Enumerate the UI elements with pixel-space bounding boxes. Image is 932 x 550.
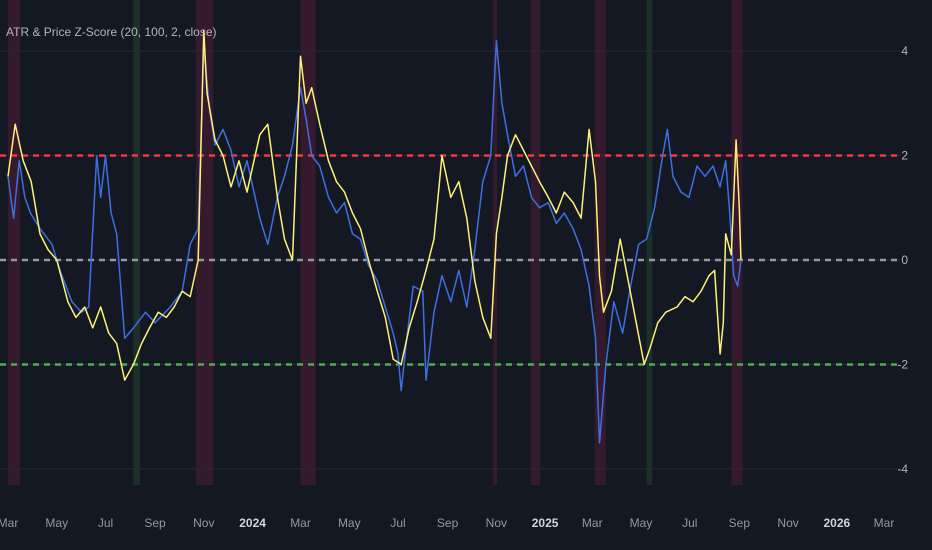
x-tick-label-7: May [338,516,361,530]
x-tick-label-8: Jul [390,516,405,530]
threshold-lines [0,154,900,366]
highlight-band-8 [731,0,743,485]
y-tick-label-1: 2 [901,149,908,163]
highlight-band-6 [594,0,606,485]
highlight-band-4 [493,0,498,485]
x-tick-label-6: Mar [290,516,311,530]
x-tick-label-17: 2026 [823,516,850,530]
highlight-band-0 [8,0,20,485]
x-tick-label-1: May [45,516,68,530]
y-axis: 4 2 0 -2 -4 [897,44,908,476]
y-tick-label-3: -2 [897,357,908,371]
x-axis: Mar May Jul Sep Nov 2024 Mar May Jul Sep Nov 2025 Ma… [0,516,894,530]
x-tick-label-12: Mar [582,516,603,530]
x-tick-label-2: Jul [98,516,113,530]
x-tick-label-5: 2024 [239,516,266,530]
x-tick-label-9: Sep [437,516,459,530]
x-tick-label-4: Nov [193,516,214,530]
series-line-0 [7,39,742,444]
y-tick-label-2: 0 [901,253,908,267]
highlight-band-7 [646,0,653,485]
x-tick-label-13: May [630,516,653,530]
series-lines [7,29,742,444]
x-tick-label-3: Sep [144,516,166,530]
highlight-band-5 [530,0,541,485]
x-tick-label-0: Mar [0,516,18,530]
x-tick-label-15: Sep [729,516,751,530]
highlight-bands [8,0,743,485]
series-line-1 [7,29,742,381]
x-tick-label-16: Nov [777,516,798,530]
y-tick-label-0: 4 [901,44,908,58]
y-tick-label-4: -4 [897,462,908,476]
indicator-title[interactable]: ATR & Price Z-Score (20, 100, 2, close) [6,25,217,39]
highlight-band-1 [133,0,140,485]
x-tick-label-14: Jul [682,516,697,530]
x-tick-label-18: Mar [874,516,895,530]
x-tick-label-10: Nov [486,516,507,530]
x-tick-label-11: 2025 [532,516,559,530]
